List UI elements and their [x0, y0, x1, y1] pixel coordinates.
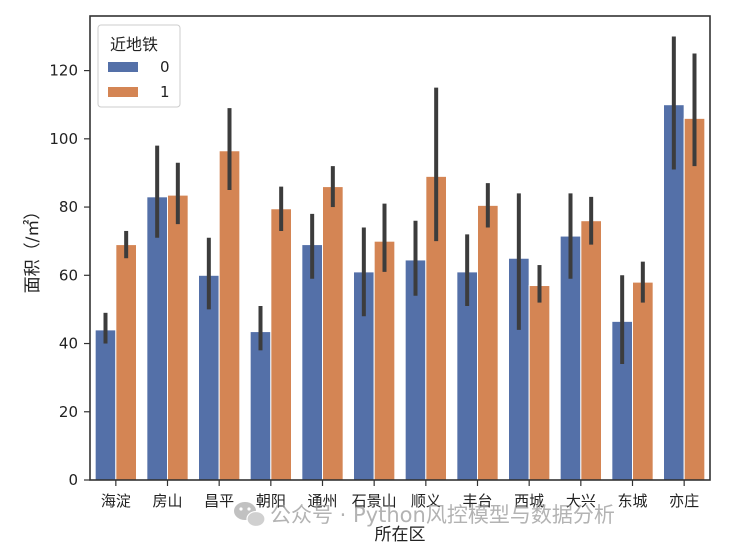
legend-label-0: 0 [160, 58, 170, 76]
bar-1-10 [632, 281, 654, 481]
bar-1-5 [373, 240, 396, 481]
x-axis-title: 所在区 [375, 525, 426, 545]
y-tick-label-6: 120 [49, 62, 78, 80]
bar-1-1 [167, 194, 189, 481]
watermark-text: 公众号 · Python风控模型与数据分析 [270, 503, 615, 527]
wechat-icon [234, 502, 266, 528]
x-axis: 海淀 房山 昌平 朝阳 通州 石景山 顺义 丰台 西城 大兴 东城 亦庄 [101, 480, 699, 510]
x-tick-label-1: 房山 [152, 492, 182, 510]
bar-0-4 [301, 244, 324, 481]
bar-1-4 [322, 186, 344, 481]
y-tick-label-4: 80 [59, 198, 78, 216]
bar-1-8 [528, 285, 551, 481]
x-tick-label-9: 大兴 [566, 492, 596, 510]
legend-label-1: 1 [160, 83, 170, 101]
bar-1-9 [580, 220, 602, 481]
x-tick-label-5: 石景山 [352, 492, 397, 510]
bar-0-1 [146, 196, 168, 481]
y-axis: 0 20 40 60 80 100 120 [49, 62, 90, 489]
y-axis-title: 面积（/㎡） [23, 203, 43, 294]
y-tick-label-1: 20 [59, 403, 78, 421]
bar-1-3 [270, 208, 293, 481]
plot-frame [89, 15, 711, 481]
bar-1-0 [115, 244, 138, 481]
bar-1-2 [218, 150, 241, 481]
y-tick-label-5: 100 [49, 130, 78, 148]
y-tick-label-3: 60 [59, 266, 78, 284]
x-tick-label-4: 通州 [307, 492, 337, 510]
x-tick-label-3: 朝阳 [256, 492, 286, 510]
legend: 近地铁 0 1 [97, 24, 181, 108]
x-tick-label-0: 海淀 [101, 492, 131, 510]
y-tick-label-2: 40 [59, 335, 78, 353]
x-tick-label-8: 西城 [514, 492, 544, 510]
legend-swatch-0 [108, 62, 138, 72]
legend-box [97, 24, 181, 108]
watermark: 公众号 · Python风控模型与数据分析 [234, 502, 615, 528]
x-tick-label-2: 昌平 [204, 492, 234, 510]
x-tick-label-7: 丰台 [462, 492, 492, 510]
legend-title: 近地铁 [110, 35, 158, 54]
error-bars-layer [103, 36, 697, 364]
x-tick-label-11: 亦庄 [669, 492, 699, 510]
legend-swatch-1 [108, 87, 138, 97]
y-tick-label-0: 0 [68, 471, 78, 489]
bars-layer [94, 104, 706, 481]
bar-1-7 [477, 204, 499, 481]
x-tick-label-6: 顺义 [411, 492, 441, 510]
bar-1-11 [683, 117, 706, 481]
bar-0-0 [94, 329, 117, 481]
bar-0-3 [249, 331, 272, 481]
x-tick-label-10: 东城 [617, 492, 647, 510]
